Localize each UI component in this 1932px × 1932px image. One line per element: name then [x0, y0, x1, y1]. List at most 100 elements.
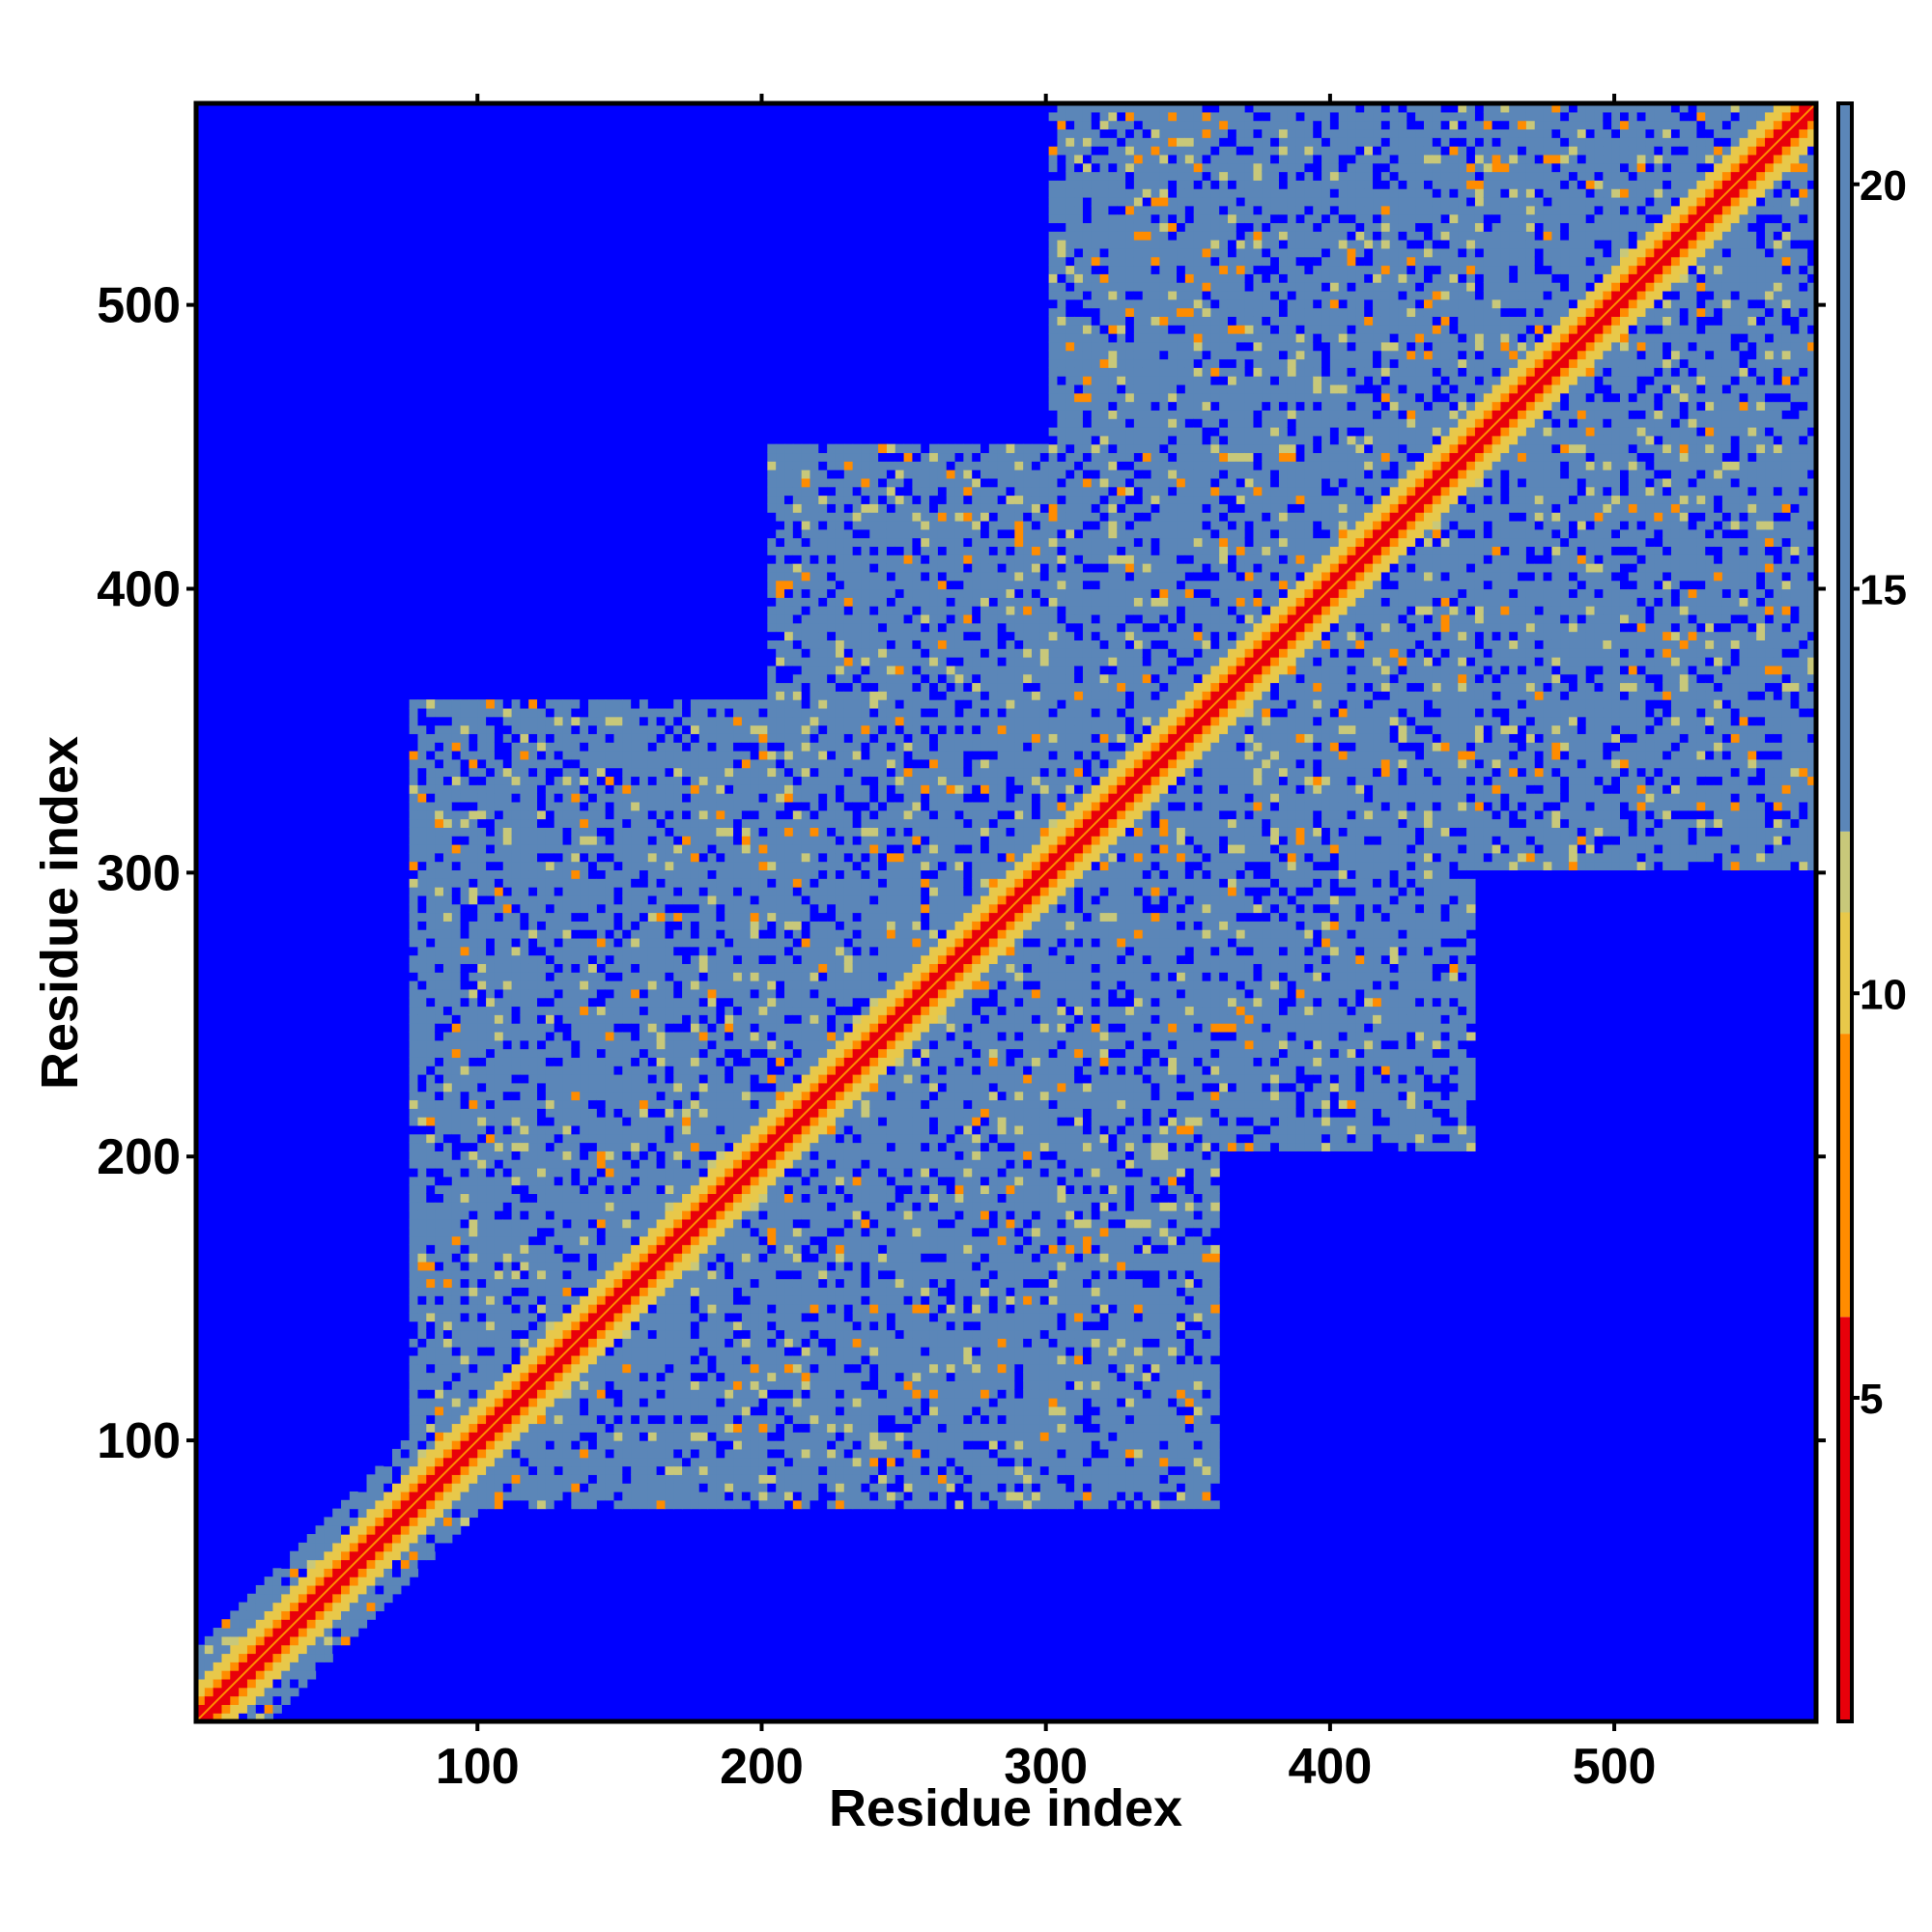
heatmap-cell — [673, 1227, 683, 1237]
heatmap-cell — [792, 946, 803, 956]
heatmap-cell — [750, 767, 760, 778]
heatmap-cell — [716, 1236, 725, 1245]
heatmap-cell — [417, 1184, 427, 1195]
heatmap-cell — [639, 1167, 649, 1178]
heatmap-cell — [486, 1227, 496, 1237]
heatmap-cell — [758, 1321, 768, 1331]
heatmap-cell — [537, 836, 547, 845]
heatmap-cell — [366, 1610, 376, 1620]
heatmap-cell — [409, 988, 419, 999]
heatmap-cell — [426, 1082, 436, 1093]
heatmap-cell — [580, 887, 589, 896]
heatmap-cell — [477, 1244, 487, 1254]
heatmap-cell — [605, 1457, 615, 1467]
heatmap-cell — [605, 1329, 615, 1339]
heatmap-cell — [639, 861, 649, 871]
heatmap-cell — [537, 861, 547, 871]
heatmap-cell — [716, 793, 725, 803]
heatmap-cell — [605, 801, 615, 811]
heatmap-cell — [366, 1593, 376, 1604]
heatmap-cell — [647, 751, 658, 760]
heatmap-cell — [375, 1577, 384, 1586]
heatmap-cell — [698, 707, 709, 718]
heatmap-cell — [631, 887, 640, 896]
heatmap-cell — [750, 1023, 760, 1033]
heatmap-cell — [673, 1329, 683, 1339]
heatmap-cell — [528, 1210, 538, 1220]
heatmap-cell — [724, 1406, 734, 1416]
heatmap-cell — [537, 988, 547, 999]
heatmap-cell — [758, 801, 768, 811]
heatmap-cell — [426, 946, 436, 956]
heatmap-cell — [442, 1065, 453, 1075]
heatmap-cell — [656, 776, 667, 785]
heatmap-cell — [460, 878, 470, 888]
heatmap-cell — [417, 1124, 427, 1135]
heatmap-cell — [281, 1593, 291, 1604]
heatmap-cell — [750, 1108, 760, 1118]
heatmap-cell — [776, 767, 785, 778]
heatmap-cell — [545, 963, 555, 973]
heatmap-cell — [571, 1423, 581, 1433]
heatmap-cell — [537, 937, 547, 948]
heatmap-cell — [571, 1329, 581, 1339]
heatmap-cell — [486, 1048, 496, 1058]
heatmap-cell — [758, 1389, 768, 1399]
heatmap-cell — [613, 1031, 623, 1041]
heatmap-cell — [442, 1048, 453, 1058]
heatmap-cell — [384, 1491, 393, 1501]
heatmap-cell — [613, 1159, 623, 1169]
heatmap-cell — [264, 1619, 274, 1629]
heatmap-cell — [511, 1432, 521, 1441]
heatmap-cell — [596, 963, 607, 973]
heatmap-cell — [511, 801, 521, 811]
heatmap-cell — [750, 1372, 760, 1381]
heatmap-cell — [426, 1184, 436, 1195]
heatmap-cell — [580, 742, 589, 752]
heatmap-cell — [792, 691, 803, 700]
heatmap-cell — [409, 1483, 419, 1492]
heatmap-cell — [417, 1159, 427, 1169]
heatmap-cell — [665, 946, 674, 956]
heatmap-cell — [494, 852, 504, 863]
heatmap-cell — [605, 1491, 615, 1501]
heatmap-cell — [511, 912, 521, 922]
heatmap-cell — [682, 784, 692, 794]
heatmap-cell — [750, 716, 760, 726]
heatmap-cell — [733, 1253, 743, 1263]
heatmap-cell — [631, 1184, 640, 1195]
heatmap-cell — [494, 1406, 504, 1416]
heatmap-cell — [784, 613, 794, 624]
heatmap-cell — [596, 784, 607, 794]
heatmap-cell — [613, 1278, 623, 1288]
heatmap-cell — [426, 1499, 436, 1510]
heatmap-cell — [417, 1014, 427, 1024]
heatmap-cell — [554, 963, 564, 973]
heatmap-cell — [204, 1695, 214, 1705]
heatmap-cell — [733, 1210, 743, 1220]
heatmap-cell — [409, 1534, 419, 1544]
heatmap-cell — [272, 1695, 282, 1705]
heatmap-cell — [656, 843, 667, 854]
heatmap-cell — [469, 997, 478, 1008]
heatmap-cell — [477, 1142, 487, 1151]
heatmap-cell — [502, 1117, 513, 1126]
heatmap-cell — [758, 818, 768, 828]
heatmap-cell — [767, 997, 777, 1008]
heatmap-cell — [562, 1440, 572, 1450]
heatmap-cell — [502, 1312, 513, 1322]
heatmap-cell — [698, 733, 709, 743]
heatmap-cell — [580, 1312, 589, 1322]
heatmap-cell — [707, 776, 718, 785]
heatmap-cell — [647, 707, 658, 718]
heatmap-cell — [357, 1602, 368, 1611]
heatmap-cell — [792, 1448, 803, 1459]
heatmap-cell — [596, 1261, 607, 1271]
heatmap-cell — [665, 954, 674, 964]
heatmap-cell — [520, 1474, 529, 1484]
heatmap-cell — [716, 1295, 725, 1305]
heatmap-cell — [733, 742, 743, 752]
heatmap-cell — [417, 963, 427, 973]
heatmap-cell — [417, 1457, 427, 1467]
heatmap-cell — [605, 1184, 615, 1195]
